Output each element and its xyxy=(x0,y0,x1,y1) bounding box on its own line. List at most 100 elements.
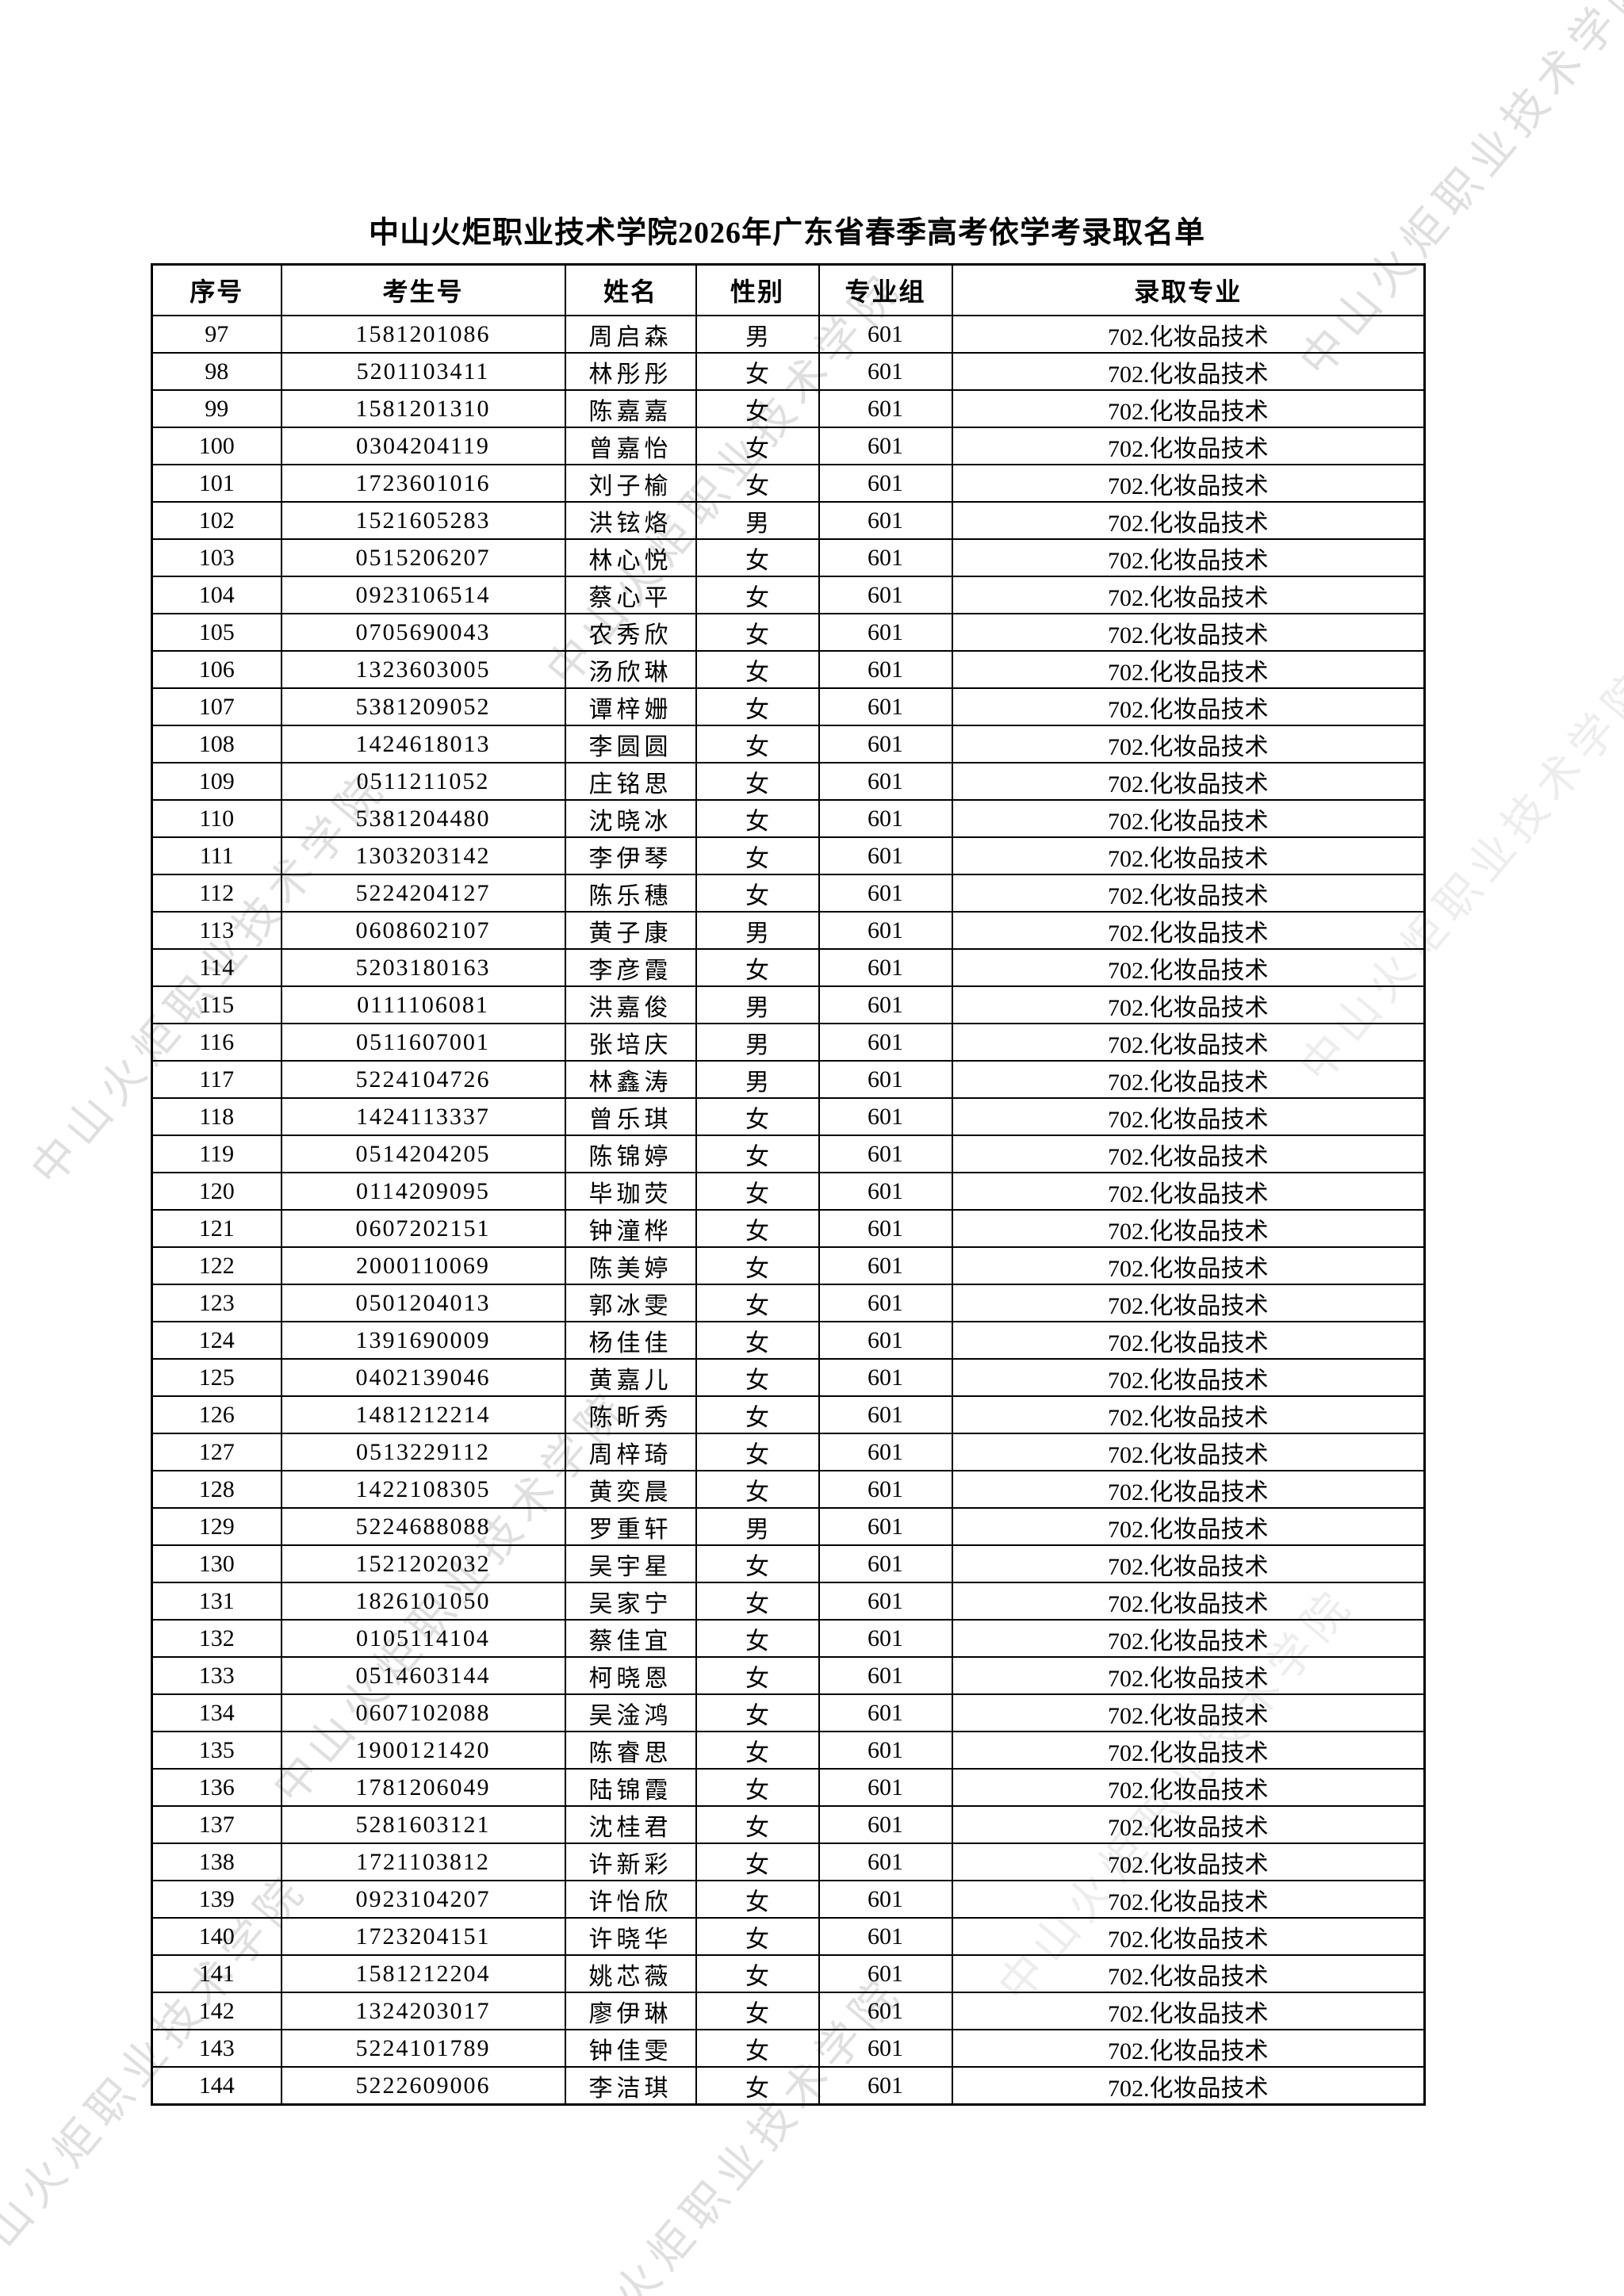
cell-admitted-major: 702.化妆品技术 xyxy=(951,464,1426,503)
cell-index: 114 xyxy=(151,948,282,987)
cell-candidate-number: 1581201310 xyxy=(280,389,566,428)
cell-index: 144 xyxy=(151,2066,282,2106)
cell-index: 105 xyxy=(151,613,282,652)
cell-major-group: 601 xyxy=(818,1507,953,1546)
cell-major-group: 601 xyxy=(818,538,953,577)
table-header: 序号 考生号 姓名 性别 专业组 录取专业 xyxy=(151,263,1426,316)
cell-admitted-major: 702.化妆品技术 xyxy=(951,1172,1426,1211)
admission-table: 序号 考生号 姓名 性别 专业组 录取专业 97 1581201086 周启森男 601 702.… xyxy=(151,263,1426,2106)
cell-gender: 男 xyxy=(695,911,820,950)
cell-gender: 女 xyxy=(695,427,820,465)
cell-name: 陆锦霞 xyxy=(564,1768,697,1807)
cell-admitted-major: 702.化妆品技术 xyxy=(951,1843,1426,1881)
cell-admitted-major: 702.化妆品技术 xyxy=(951,1693,1426,1732)
cell-candidate-number: 5203180163 xyxy=(280,948,566,987)
cell-admitted-major: 702.化妆品技术 xyxy=(951,874,1426,913)
cell-name: 沈桂君 xyxy=(564,1805,697,1844)
table-row: 139 0923104207 许怡欣女 601 702.化妆品技术 xyxy=(151,1880,1426,1919)
cell-gender: 女 xyxy=(695,464,820,503)
cell-name: 张培庆 xyxy=(564,1023,697,1062)
cell-admitted-major: 702.化妆品技术 xyxy=(951,1433,1426,1471)
cell-major-group: 601 xyxy=(818,1172,953,1211)
cell-gender: 女 xyxy=(695,1246,820,1285)
cell-name: 陈昕秀 xyxy=(564,1395,697,1434)
table-row: 132 0105114104 蔡佳宜女 601 702.化妆品技术 xyxy=(151,1619,1426,1658)
cell-major-group: 601 xyxy=(818,576,953,614)
cell-candidate-number: 1721103812 xyxy=(280,1843,566,1881)
cell-candidate-number: 1723204151 xyxy=(280,1917,566,1956)
cell-candidate-number: 5381204480 xyxy=(280,799,566,838)
cell-index: 110 xyxy=(151,799,282,838)
cell-admitted-major: 702.化妆品技术 xyxy=(951,315,1426,354)
cell-gender: 女 xyxy=(695,1209,820,1248)
cell-gender: 女 xyxy=(695,1284,820,1322)
cell-candidate-number: 5201103411 xyxy=(280,352,566,391)
cell-admitted-major: 702.化妆品技术 xyxy=(951,1321,1426,1360)
cell-gender: 女 xyxy=(695,1805,820,1844)
cell-candidate-number: 5224688088 xyxy=(280,1507,566,1546)
cell-index: 138 xyxy=(151,1843,282,1881)
cell-index: 122 xyxy=(151,1246,282,1285)
cell-major-group: 601 xyxy=(818,613,953,652)
cell-major-group: 601 xyxy=(818,1209,953,1248)
cell-name: 钟潼桦 xyxy=(564,1209,697,1248)
cell-gender: 女 xyxy=(695,613,820,652)
cell-admitted-major: 702.化妆品技术 xyxy=(951,799,1426,838)
cell-candidate-number: 5224104726 xyxy=(280,1060,566,1099)
cell-index: 112 xyxy=(151,874,282,913)
cell-index: 121 xyxy=(151,1209,282,1248)
cell-index: 117 xyxy=(151,1060,282,1099)
cell-name: 沈晓冰 xyxy=(564,799,697,838)
table-row: 119 0514204205 陈锦婷女 601 702.化妆品技术 xyxy=(151,1135,1426,1173)
cell-major-group: 601 xyxy=(818,762,953,801)
cell-candidate-number: 0114209095 xyxy=(280,1172,566,1211)
table-row: 100 0304204119 曾嘉怡女 601 702.化妆品技术 xyxy=(151,427,1426,465)
cell-gender: 女 xyxy=(695,1470,820,1509)
cell-admitted-major: 702.化妆品技术 xyxy=(951,1768,1426,1807)
column-header-name: 姓名 xyxy=(564,263,697,316)
cell-major-group: 601 xyxy=(818,1060,953,1099)
table-row: 116 0511607001 张培庆男 601 702.化妆品技术 xyxy=(151,1023,1426,1062)
cell-index: 97 xyxy=(151,315,282,354)
table-row: 123 0501204013 郭冰雯女 601 702.化妆品技术 xyxy=(151,1284,1426,1322)
cell-candidate-number: 1581212204 xyxy=(280,1954,566,1993)
cell-admitted-major: 702.化妆品技术 xyxy=(951,1470,1426,1509)
cell-index: 116 xyxy=(151,1023,282,1062)
cell-name: 曾乐琪 xyxy=(564,1097,697,1136)
cell-major-group: 601 xyxy=(818,1433,953,1471)
cell-name: 罗重轩 xyxy=(564,1507,697,1546)
cell-index: 123 xyxy=(151,1284,282,1322)
cell-index: 115 xyxy=(151,985,282,1024)
cell-admitted-major: 702.化妆品技术 xyxy=(951,538,1426,577)
cell-gender: 女 xyxy=(695,1656,820,1695)
cell-index: 124 xyxy=(151,1321,282,1360)
cell-name: 李圆圆 xyxy=(564,725,697,763)
cell-candidate-number: 1581201086 xyxy=(280,315,566,354)
cell-index: 125 xyxy=(151,1358,282,1397)
cell-admitted-major: 702.化妆品技术 xyxy=(951,2029,1426,2068)
cell-index: 111 xyxy=(151,836,282,875)
cell-candidate-number: 0923104207 xyxy=(280,1880,566,1919)
cell-gender: 男 xyxy=(695,315,820,354)
column-header-gender: 性别 xyxy=(695,263,820,316)
cell-admitted-major: 702.化妆品技术 xyxy=(951,1954,1426,1993)
cell-index: 108 xyxy=(151,725,282,763)
cell-major-group: 601 xyxy=(818,2066,953,2106)
cell-major-group: 601 xyxy=(818,948,953,987)
cell-admitted-major: 702.化妆品技术 xyxy=(951,1507,1426,1546)
cell-index: 128 xyxy=(151,1470,282,1509)
cell-name: 黄嘉儿 xyxy=(564,1358,697,1397)
cell-index: 126 xyxy=(151,1395,282,1434)
cell-name: 陈嘉嘉 xyxy=(564,389,697,428)
cell-major-group: 601 xyxy=(818,725,953,763)
cell-admitted-major: 702.化妆品技术 xyxy=(951,985,1426,1024)
cell-gender: 女 xyxy=(695,1954,820,1993)
cell-admitted-major: 702.化妆品技术 xyxy=(951,1731,1426,1770)
cell-gender: 男 xyxy=(695,1060,820,1099)
cell-name: 陈睿思 xyxy=(564,1731,697,1770)
cell-candidate-number: 0607202151 xyxy=(280,1209,566,1248)
cell-admitted-major: 702.化妆品技术 xyxy=(951,1880,1426,1919)
cell-name: 柯晓恩 xyxy=(564,1656,697,1695)
table-row: 131 1826101050 吴家宁女 601 702.化妆品技术 xyxy=(151,1582,1426,1621)
column-header-admitted-major: 录取专业 xyxy=(951,263,1426,316)
